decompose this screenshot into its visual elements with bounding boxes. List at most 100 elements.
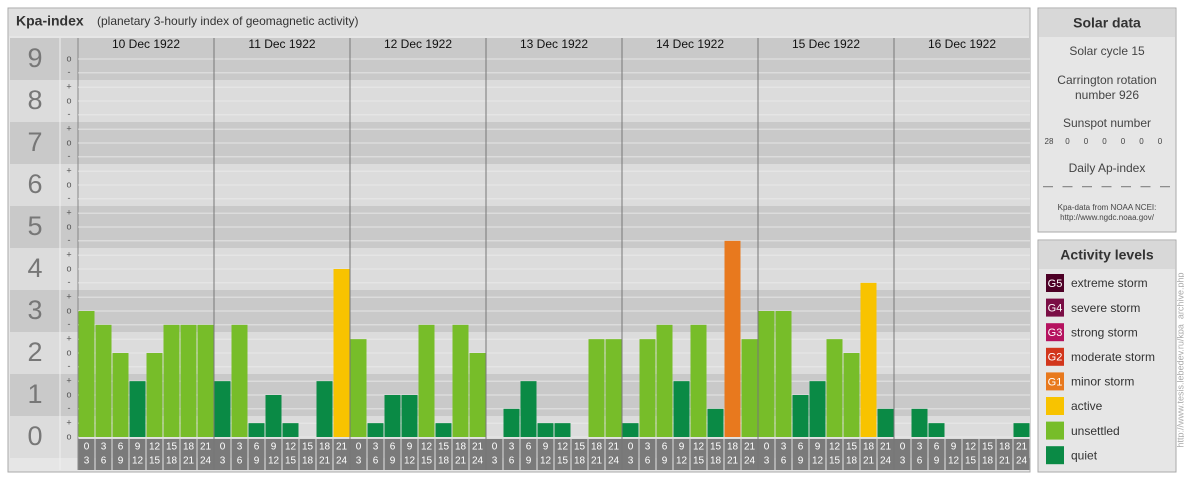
x-tick-label: 3 bbox=[628, 456, 634, 467]
x-tick-label: 15 bbox=[438, 442, 450, 453]
y-tick-label: 2 bbox=[27, 337, 42, 367]
x-tick-label: 12 bbox=[557, 442, 569, 453]
bar bbox=[248, 423, 265, 437]
bar bbox=[928, 423, 945, 437]
bar bbox=[554, 423, 571, 437]
x-tick-box bbox=[571, 439, 588, 470]
y-subtick-label: o bbox=[66, 263, 71, 273]
x-tick-box bbox=[503, 439, 520, 470]
x-tick-label: 12 bbox=[540, 456, 552, 467]
x-tick-label: 24 bbox=[744, 456, 756, 467]
x-tick-label: 21 bbox=[880, 442, 892, 453]
x-tick-label: 3 bbox=[101, 442, 107, 453]
bar bbox=[316, 381, 333, 437]
y-tick-label: 9 bbox=[27, 43, 42, 73]
bar bbox=[775, 311, 792, 437]
bar bbox=[384, 395, 401, 437]
x-tick-label: 9 bbox=[679, 442, 685, 453]
levels-title: Activity levels bbox=[1060, 247, 1154, 263]
y-subtick-label: o bbox=[66, 53, 71, 63]
ap-value: — bbox=[1063, 182, 1073, 193]
x-tick-label: 3 bbox=[781, 442, 787, 453]
bar bbox=[367, 423, 384, 437]
x-tick-box bbox=[367, 439, 384, 470]
x-tick-label: 9 bbox=[815, 442, 821, 453]
x-tick-label: 24 bbox=[200, 456, 212, 467]
bar bbox=[639, 339, 656, 437]
x-tick-box bbox=[758, 439, 775, 470]
side: 28 0 0 0 0 0 0 — — — — — — — G5 extreme storm G4 severe s… bbox=[1043, 137, 1170, 465]
x-tick-label: 9 bbox=[934, 456, 940, 467]
x-tick-box bbox=[401, 439, 418, 470]
x-tick-box bbox=[894, 439, 911, 470]
x-tick-label: 3 bbox=[237, 442, 243, 453]
bar bbox=[860, 282, 877, 437]
carrington: Carrington rotation bbox=[1057, 73, 1156, 87]
x-tick-box bbox=[469, 439, 486, 470]
y-subtick-label: - bbox=[68, 67, 71, 77]
level-name: strong storm bbox=[1071, 325, 1138, 339]
x-tick-label: 12 bbox=[421, 442, 433, 453]
bar bbox=[690, 324, 707, 437]
y-tick-label: 7 bbox=[27, 127, 42, 157]
level-name: active bbox=[1071, 399, 1103, 413]
x-tick-box bbox=[384, 439, 401, 470]
x-tick-label: 21 bbox=[183, 456, 195, 467]
level-swatch bbox=[1046, 298, 1064, 317]
x-tick-box bbox=[588, 439, 605, 470]
x-tick-label: 12 bbox=[268, 456, 280, 467]
y-tick-label: 1 bbox=[27, 379, 42, 409]
day-label: 11 Dec 1922 bbox=[248, 37, 315, 51]
y-tick-label: 6 bbox=[27, 169, 42, 199]
y-subtick-label: o bbox=[66, 305, 71, 315]
x-tick-label: 18 bbox=[591, 442, 603, 453]
x-tick-box bbox=[792, 439, 809, 470]
x-tick-label: 9 bbox=[526, 456, 532, 467]
y-tick-label: 5 bbox=[27, 211, 42, 241]
y-subtick-label: + bbox=[66, 82, 71, 92]
x-tick-box bbox=[928, 439, 945, 470]
x-tick-box bbox=[843, 439, 860, 470]
level-swatch bbox=[1046, 397, 1064, 415]
x-tick-box bbox=[231, 439, 248, 470]
y-subtick-label: + bbox=[66, 124, 71, 134]
y-tick-label: 3 bbox=[27, 295, 42, 325]
bar bbox=[112, 353, 129, 437]
x-tick-box bbox=[248, 439, 265, 470]
bar bbox=[452, 324, 469, 437]
x-tick-label: 6 bbox=[781, 456, 787, 467]
x-tick-label: 0 bbox=[492, 442, 498, 453]
x-tick-label: 18 bbox=[574, 456, 586, 467]
x-tick-label: 12 bbox=[693, 442, 705, 453]
x-tick-label: 3 bbox=[509, 442, 515, 453]
y-subtick-label: - bbox=[68, 235, 71, 245]
level-swatch bbox=[1046, 421, 1064, 440]
solar-header bbox=[1039, 9, 1175, 37]
x-tick-label: 15 bbox=[710, 442, 722, 453]
x-tick-label: 21 bbox=[336, 442, 348, 453]
x-tick-box bbox=[605, 439, 622, 470]
x-tick-label: 18 bbox=[710, 456, 722, 467]
x-tick-box bbox=[554, 439, 571, 470]
x-tick-box bbox=[656, 439, 673, 470]
bar bbox=[469, 353, 486, 437]
x-tick-label: 21 bbox=[472, 442, 484, 453]
title-bar bbox=[9, 9, 1029, 36]
y-subtick-label: + bbox=[66, 376, 71, 386]
level-badge: G1 bbox=[1048, 376, 1063, 388]
y-subtick-label: + bbox=[66, 418, 71, 428]
x-tick-box bbox=[265, 439, 282, 470]
x-tick-label: 3 bbox=[900, 456, 906, 467]
level-swatch bbox=[1046, 323, 1064, 342]
y-subtick-label: o bbox=[66, 95, 71, 105]
x-tick-label: 21 bbox=[591, 456, 603, 467]
bar bbox=[758, 311, 775, 437]
x-tick-label: 9 bbox=[135, 442, 141, 453]
bar bbox=[605, 339, 622, 437]
x-tick-label: 3 bbox=[84, 456, 90, 467]
bar bbox=[282, 423, 299, 437]
bar bbox=[673, 381, 690, 437]
bar bbox=[843, 353, 860, 437]
x-tick-box bbox=[962, 439, 979, 470]
sunspot-value: 0 bbox=[1158, 137, 1163, 146]
